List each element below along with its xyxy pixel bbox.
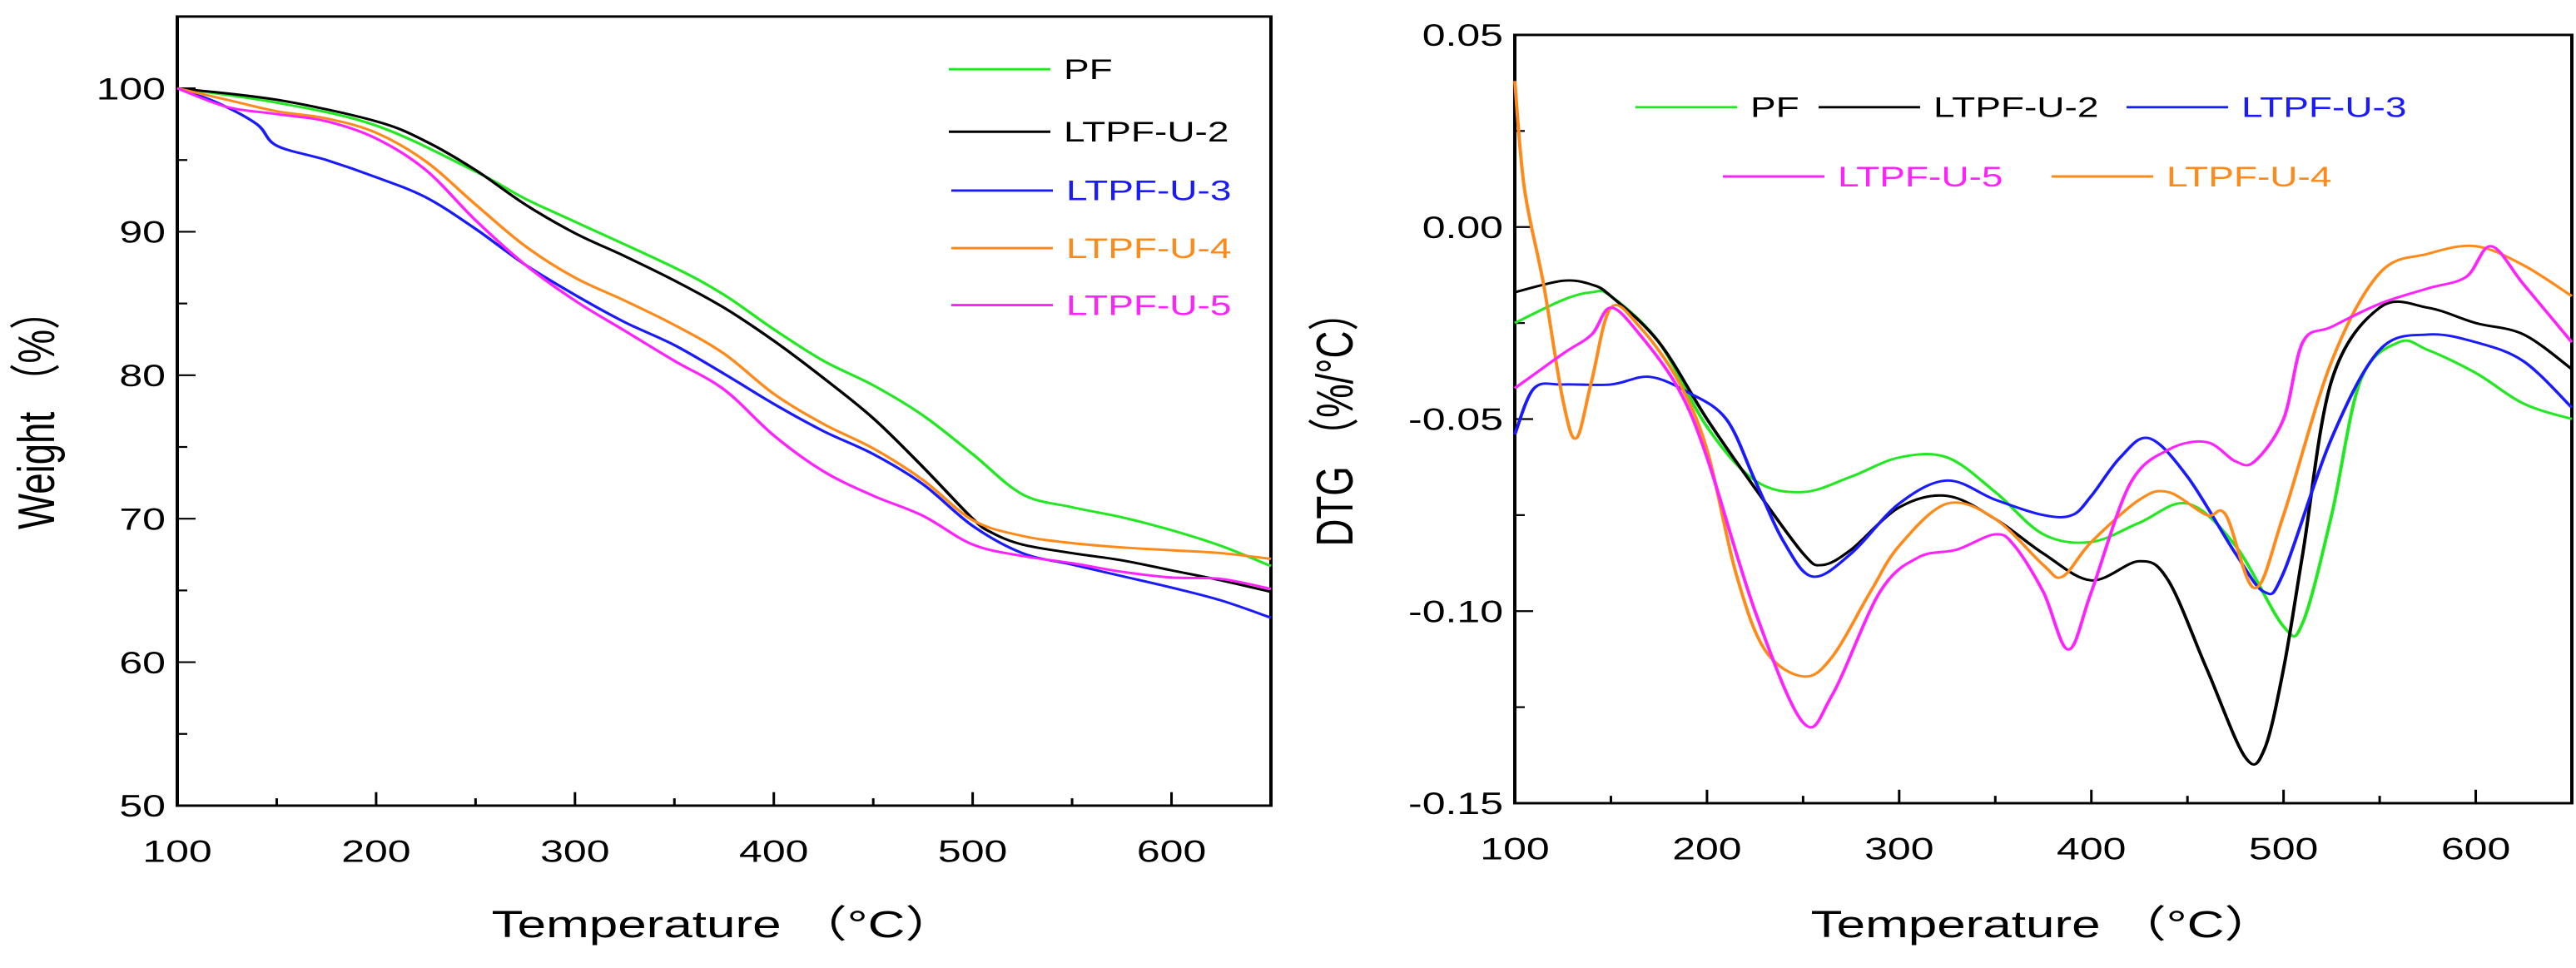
dtg-y-tick-label: 0.05 bbox=[1422, 19, 1503, 53]
tga-legend-label: LTPF-U-5 bbox=[1066, 289, 1231, 321]
tga-y-tick-label: 70 bbox=[119, 503, 166, 537]
dtg-y-axis-label: DTG （%/°C） bbox=[1306, 293, 1363, 547]
tga-legend-label: LTPF-U-3 bbox=[1066, 175, 1231, 207]
dtg-series-ltpf-u-5 bbox=[1513, 245, 2574, 729]
dtg-series-ltpf-u-3 bbox=[1513, 333, 2574, 596]
tga-x-tick-label: 600 bbox=[1137, 835, 1206, 869]
dtg-x-tick-label: 300 bbox=[1864, 832, 1933, 866]
tga-legend-label: PF bbox=[1064, 53, 1113, 86]
tga-x-tick-label: 300 bbox=[540, 835, 609, 869]
tga-y-tick-label: 100 bbox=[97, 72, 166, 107]
dtg-series-ltpf-u-4 bbox=[1513, 81, 2574, 678]
tga-y-axis-label: Weight （%） bbox=[7, 291, 65, 529]
dtg-series-ltpf-u-2 bbox=[1514, 279, 2574, 766]
tga-plot-frame bbox=[176, 15, 1273, 807]
dtg-legend-label: LTPF-U-5 bbox=[1838, 161, 2003, 193]
tga-x-tick-label: 500 bbox=[938, 835, 1007, 869]
dtg-x-tick-label: 400 bbox=[2057, 832, 2126, 866]
dtg-series-pf bbox=[1513, 289, 2573, 638]
dtg-y-tick-label: -0.15 bbox=[1408, 787, 1503, 822]
dtg-legend-label: PF bbox=[1750, 92, 1799, 124]
tga-y-tick-label: 50 bbox=[119, 789, 166, 823]
dtg-x-tick-label: 200 bbox=[1672, 832, 1741, 866]
dtg-x-tick-label: 600 bbox=[2441, 832, 2510, 866]
tga-chart: Weight （%） Temperature （°C） 100 200 300 400… bbox=[7, 15, 1273, 946]
dtg-legend-label: LTPF-U-2 bbox=[1933, 92, 2098, 124]
tga-legend-label: LTPF-U-4 bbox=[1066, 232, 1231, 265]
tga-series-ltpf-u-4 bbox=[176, 87, 1272, 560]
tga-x-tick-label: 200 bbox=[341, 835, 410, 869]
dtg-y-tick-label: 0.00 bbox=[1422, 211, 1503, 245]
tga-y-tick-label: 80 bbox=[119, 359, 166, 393]
dtg-chart: DTG （%/°C） Temperature （°C） 100 200 300 400… bbox=[1306, 19, 2574, 946]
dtg-x-tick-label: 500 bbox=[2249, 832, 2318, 866]
tga-series-ltpf-u-3 bbox=[176, 87, 1272, 619]
tga-series-pf bbox=[176, 87, 1272, 568]
dtg-x-axis-label: Temperature （°C） bbox=[1811, 903, 2276, 946]
tga-series-ltpf-u-2 bbox=[176, 87, 1272, 593]
dtg-x-tick-label: 100 bbox=[1480, 832, 1549, 866]
tga-series-ltpf-u-5 bbox=[176, 87, 1272, 591]
tga-y-tick-label: 60 bbox=[119, 646, 166, 680]
tga-y-tick-label: 90 bbox=[119, 216, 166, 250]
dtg-y-tick-label: -0.10 bbox=[1408, 595, 1503, 629]
dtg-y-tick-label: -0.05 bbox=[1408, 403, 1503, 437]
tga-x-axis-label: Temperature （°C） bbox=[492, 903, 957, 946]
tga-legend-label: LTPF-U-2 bbox=[1064, 116, 1228, 148]
tga-x-tick-label: 100 bbox=[142, 835, 211, 869]
tga-x-tick-label: 400 bbox=[739, 835, 808, 869]
dtg-plot-frame bbox=[1513, 33, 2574, 805]
dtg-legend-label: LTPF-U-3 bbox=[2241, 92, 2406, 124]
dtg-legend-label: LTPF-U-4 bbox=[2167, 161, 2331, 193]
